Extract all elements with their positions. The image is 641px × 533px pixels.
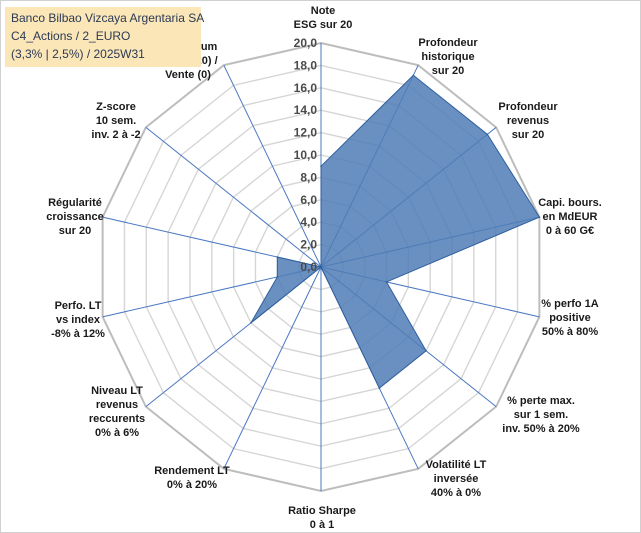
tick-label: 14,0 bbox=[294, 103, 318, 117]
data-point bbox=[320, 266, 322, 268]
axis-spoke bbox=[145, 126, 322, 268]
radar-tick-labels: 0,0 2,0 4,0 6,0 8,0 10,0 12,0 14,0 16,0 18,0 20,0 bbox=[294, 36, 318, 274]
header-company: Banco Bilbao Vizcaya Argentaria SA bbox=[11, 11, 205, 25]
data-point bbox=[486, 133, 489, 136]
axis-spoke bbox=[223, 64, 322, 268]
radar-axis-labels: Note ESG sur 20 Profondeur historique sur 20… bbox=[46, 5, 602, 531]
axis-spoke bbox=[223, 266, 322, 470]
radar-area bbox=[250, 74, 541, 389]
axis-label: Profondeur revenus sur 20 bbox=[498, 101, 558, 141]
tick-label: 6,0 bbox=[300, 193, 317, 207]
axis-label: % perfo 1A positive 50% à 80% bbox=[541, 298, 599, 338]
data-point bbox=[378, 387, 381, 389]
tick-label: 18,0 bbox=[294, 58, 318, 72]
data-point bbox=[425, 349, 427, 352]
axis-label: Z-score 10 sem. inv. 2 à -2 bbox=[91, 101, 140, 141]
axis-label: Profondeur historique sur 20 bbox=[418, 37, 478, 77]
header-period: (3,3% | 2,5%) / 2025W31 bbox=[11, 47, 145, 61]
axis-label: Capi. bours. en MdEUR 0 à 60 G€ bbox=[538, 197, 602, 237]
axis-label: Ratio Sharpe 0 à 1 bbox=[288, 505, 356, 531]
tick-label: 2,0 bbox=[300, 238, 317, 252]
axis-label: Niveau LT revenus reccurents 0% à 6% bbox=[89, 385, 145, 439]
data-point bbox=[320, 165, 322, 167]
tick-label: 8,0 bbox=[300, 170, 317, 184]
axis-label: Rendement LT 0% à 20% bbox=[154, 465, 230, 491]
axis-label: % perte max. sur 1 sem. inv. 50% à 20% bbox=[502, 395, 580, 435]
axis-label: Note ESG sur 20 bbox=[294, 5, 353, 31]
data-point bbox=[412, 74, 415, 77]
data-point bbox=[250, 322, 252, 324]
data-point bbox=[385, 281, 388, 283]
chart-header: Banco Bilbao Vizcaya Argentaria SA C4_Ac… bbox=[5, 7, 205, 67]
data-point bbox=[538, 216, 541, 218]
tick-label: 20,0 bbox=[294, 36, 318, 50]
data-point bbox=[276, 256, 279, 258]
axis-label: Régularité croissance sur 20 bbox=[46, 197, 103, 237]
header-category: C4_Actions / 2_EURO bbox=[11, 29, 131, 43]
axis-label: Perfo. LT vs index -8% à 12% bbox=[51, 300, 105, 340]
tick-label: 10,0 bbox=[294, 148, 318, 162]
tick-label: 12,0 bbox=[294, 126, 318, 140]
data-point bbox=[276, 276, 279, 278]
axis-label: Volatilité LT inversée 40% à 0% bbox=[426, 459, 487, 499]
tick-label: 4,0 bbox=[300, 215, 317, 229]
tick-label: 16,0 bbox=[294, 81, 318, 95]
tick-label: 0,0 bbox=[300, 260, 317, 274]
